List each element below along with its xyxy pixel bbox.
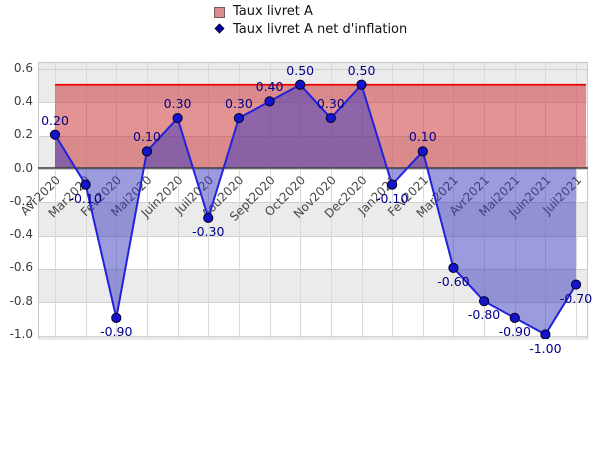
data-point-value-label: 0.10 xyxy=(133,129,161,145)
data-point-value-label: -0.30 xyxy=(192,223,225,239)
data-point-value-label: 0.30 xyxy=(316,96,345,112)
background-band xyxy=(39,335,587,340)
background-band xyxy=(39,135,587,169)
background-band xyxy=(39,268,587,303)
horizontal-gridline xyxy=(39,235,587,237)
horizontal-gridline xyxy=(39,335,587,337)
data-point-value-label: -0.90 xyxy=(100,323,133,339)
data-point-value-label: -0.90 xyxy=(498,323,531,339)
y-axis-tick-label: 0.2 xyxy=(13,127,33,142)
legend-item-label: Taux livret A net d'inflation xyxy=(233,22,408,37)
y-axis-tick-label: -1.0 xyxy=(9,327,33,341)
horizontal-gridline xyxy=(39,135,587,137)
legend-item-label: Taux livret A xyxy=(233,4,313,19)
data-point-value-label: 0.50 xyxy=(347,62,376,78)
horizontal-gridline xyxy=(39,302,587,304)
data-point-value-label: -0.70 xyxy=(559,290,593,306)
y-axis-tick-label: -0.4 xyxy=(9,227,33,242)
y-axis-tick-label: 0.4 xyxy=(13,93,33,108)
data-point-value-label: -0.10 xyxy=(375,190,409,206)
data-point-value-label: -0.60 xyxy=(437,273,470,289)
horizontal-gridline xyxy=(39,268,587,270)
data-point-value-label: -0.10 xyxy=(69,190,102,206)
legend-square-swatch-icon xyxy=(214,7,225,18)
data-point-value-label: -0.80 xyxy=(467,307,501,323)
y-axis-tick-label: -0.6 xyxy=(9,260,33,275)
y-axis-tick-label: -0.2 xyxy=(9,193,33,208)
data-point-value-label: -1.00 xyxy=(529,340,562,356)
data-point-value-label: 0.20 xyxy=(41,112,69,128)
data-point-value-label: 0.50 xyxy=(286,62,315,78)
y-axis-tick-label: -0.8 xyxy=(9,293,33,308)
legend-diamond-icon xyxy=(214,23,225,34)
horizontal-gridline xyxy=(39,69,587,71)
horizontal-gridline xyxy=(39,102,587,104)
data-point-value-label: 0.10 xyxy=(408,129,437,145)
data-point-value-label: 0.30 xyxy=(163,96,192,112)
data-point-value-label: 0.40 xyxy=(255,79,284,95)
horizontal-gridline xyxy=(39,169,587,170)
y-axis-tick-label: 0.0 xyxy=(13,160,33,175)
legend: Taux livret A Taux livret A net d'inflat… xyxy=(0,0,610,44)
y-axis-tick-label: 0.6 xyxy=(13,60,33,75)
data-point-value-label: 0.30 xyxy=(224,96,253,112)
